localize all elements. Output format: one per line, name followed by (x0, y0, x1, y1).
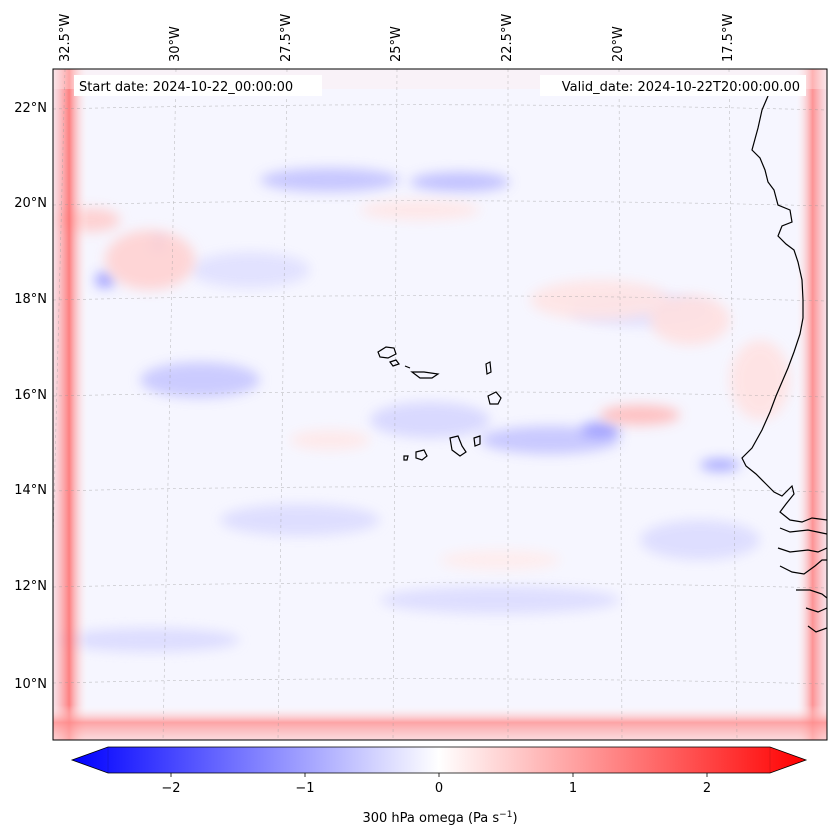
lon-label: 22.5°W (500, 14, 515, 62)
lon-label: 27.5°W (279, 14, 294, 62)
lat-label: 12°N (14, 579, 47, 594)
lon-label: 17.5°W (721, 14, 736, 62)
island-sao-vicente (389, 359, 400, 367)
omega-field (53, 69, 827, 740)
colorbar-tick: 2 (703, 781, 711, 796)
colorbar-tick: 0 (435, 781, 443, 796)
lon-label: 32.5°W (58, 14, 73, 62)
lon-label: 20°W (611, 26, 626, 62)
valid-date-box (540, 75, 806, 96)
colorbar-body (70, 746, 808, 774)
graticule (53, 69, 827, 740)
lon-label: 25°W (389, 26, 404, 62)
colorbar-tick: −2 (161, 781, 180, 796)
colorbar-label-close: ) (512, 811, 517, 826)
lat-label: 18°N (14, 292, 47, 307)
island-brava (403, 455, 409, 461)
lat-label: 14°N (14, 483, 47, 498)
colorbar-tick: 1 (569, 781, 577, 796)
colorbar-tick: −1 (295, 781, 314, 796)
african-coastline (741, 95, 827, 523)
island-santiago (449, 435, 467, 457)
colorbar: −2 −1 0 1 2 300 hPa omega (Pa s−1) (70, 746, 808, 826)
colorbar-label-sup: −1 (499, 810, 512, 820)
lat-label: 20°N (14, 196, 47, 211)
colorbar-label-main: 300 hPa omega (Pa s (362, 811, 499, 826)
lat-label: 10°N (14, 677, 47, 692)
start-date-text: Start date: 2024-10-22_00:00:00 (79, 80, 293, 95)
longitude-labels: 32.5°W 30°W 27.5°W 25°W 22.5°W 20°W 17.5… (58, 14, 736, 62)
island-boa-vista (487, 391, 502, 405)
lon-label: 30°W (168, 26, 183, 62)
lat-label: 22°N (14, 101, 47, 116)
latitude-labels: 22°N 20°N 18°N 16°N 14°N 12°N 10°N (14, 101, 47, 692)
start-date-box (74, 75, 322, 96)
map-frame (52, 68, 828, 741)
island-fogo (415, 449, 428, 461)
valid-date-text: Valid_date: 2024-10-22T20:00:00.00 (562, 80, 800, 95)
coastlines (377, 95, 827, 633)
island-sao-nicolau (410, 371, 440, 379)
colorbar-label: 300 hPa omega (Pa s−1) (362, 810, 517, 826)
island-maio (473, 435, 481, 447)
island-santo-antao (377, 346, 397, 359)
island-santa-luzia (404, 365, 411, 369)
island-sal (485, 361, 492, 375)
lat-label: 16°N (14, 388, 47, 403)
